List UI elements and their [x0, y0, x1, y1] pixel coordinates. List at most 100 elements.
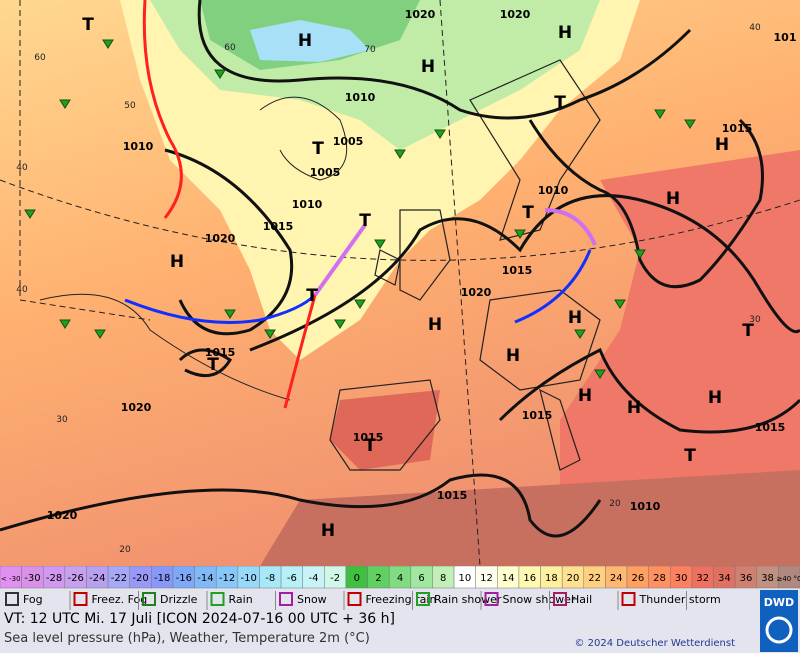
isobar — [498, 347, 800, 434]
pressure-center: T — [207, 355, 219, 375]
pressure-center: H — [708, 388, 722, 408]
weather-symbol — [347, 592, 362, 606]
isobar-label: 1010 — [123, 140, 154, 153]
scale-label: 32 — [696, 573, 709, 584]
graticule-label: 20 — [609, 499, 621, 509]
graticule-label: 60 — [224, 43, 236, 53]
occluded-front — [544, 208, 597, 246]
isobar-label: 101 — [774, 31, 797, 44]
weather-map: 1020 102010101005100510101015102010101015… — [0, 0, 800, 566]
pressure-center: T — [554, 93, 566, 113]
pressure-center: H — [421, 57, 435, 77]
weather-symbol — [416, 592, 430, 606]
scale-label: -22 — [111, 573, 127, 584]
rain-shower-symbol — [434, 129, 446, 139]
isobar-label: 1015 — [263, 220, 294, 233]
isobar-label: 1015 — [437, 489, 468, 502]
scale-label: -14 — [197, 573, 213, 584]
scale-label: 20 — [567, 573, 580, 584]
scale-label: -6 — [287, 573, 297, 584]
weather-symbol — [621, 592, 636, 606]
pressure-center: T — [359, 211, 371, 231]
scale-label: 8 — [440, 573, 446, 584]
scale-label: 12 — [480, 573, 493, 584]
weather-symbol — [553, 592, 567, 606]
scale-label: 30 — [675, 573, 688, 584]
weather-label: Fog — [23, 593, 43, 606]
isobar-label: 1005 — [310, 166, 341, 179]
graticule-label: 60 — [34, 53, 46, 63]
scale-label: 24 — [610, 573, 623, 584]
isobar-label: 1015 — [353, 431, 384, 444]
graticule-label: 40 — [16, 285, 28, 295]
rain-shower-symbol — [594, 369, 606, 379]
isobar-thin — [259, 96, 348, 181]
isobar-label: 1020 — [461, 286, 492, 299]
coastline — [329, 59, 601, 471]
occluded-front — [313, 223, 367, 297]
cold-front — [124, 293, 317, 324]
scale-label: 36 — [740, 573, 753, 584]
isobar-label: 1010 — [292, 198, 323, 211]
isobar — [197, 0, 692, 120]
isobar-label: 1015 — [522, 409, 553, 422]
scale-label: 4 — [397, 573, 403, 584]
isobar-label: 1020 — [47, 509, 78, 522]
graticule — [19, 0, 151, 321]
weather-symbol — [484, 592, 499, 606]
isobar-label: 1020 — [205, 232, 236, 245]
pressure-center: T — [312, 139, 324, 159]
scale-label: 2 — [375, 573, 381, 584]
pressure-center: T — [82, 15, 94, 35]
isobar — [0, 473, 602, 538]
rain-shower-symbol — [59, 99, 71, 109]
graticule-label: 30 — [749, 315, 761, 325]
legend: < -30 -30 -28 -26 -24 -22 -20 -18 -16 -14 -12 -10 -8… — [0, 566, 800, 652]
pressure-center: T — [522, 203, 534, 223]
isobar-label: 1015 — [205, 346, 236, 359]
rain-shower-symbol — [394, 149, 406, 159]
scale-label: 6 — [418, 573, 424, 584]
scale-label: 22 — [588, 573, 601, 584]
graticule-label: 30 — [56, 415, 68, 425]
rain-shower-symbol — [374, 239, 386, 249]
pressure-center: H — [428, 315, 442, 335]
weather-label: Snow — [297, 593, 327, 606]
scale-label: -18 — [154, 573, 170, 584]
rain-shower-symbol — [574, 329, 586, 339]
hot-zone — [560, 150, 800, 566]
scale-label: -8 — [265, 573, 275, 584]
scale-label: 16 — [523, 573, 536, 584]
scale-label: 18 — [545, 573, 558, 584]
isobar-label: 1020 — [500, 8, 531, 21]
scale-label: -4 — [309, 573, 319, 584]
pressure-center: H — [558, 23, 572, 43]
pressure-center: T — [684, 446, 696, 466]
pressure-center: H — [298, 31, 312, 51]
graticule — [439, 0, 481, 566]
isobar-label: 1010 — [345, 91, 376, 104]
rain-shower-symbol — [334, 319, 346, 329]
cold-front — [514, 249, 592, 324]
graticule — [0, 179, 800, 261]
scale-label: 14 — [502, 573, 515, 584]
weather-symbol — [142, 592, 156, 606]
pressure-center: T — [306, 286, 318, 306]
very-cold-zone — [250, 20, 370, 62]
warm-front — [283, 294, 317, 409]
scale-label: 0 — [354, 573, 360, 584]
scale-label: 34 — [718, 573, 731, 584]
rain-shower-symbol — [94, 329, 106, 339]
isobar — [164, 148, 294, 336]
weather-label: Drizzle — [160, 593, 198, 606]
graticule-label: 70 — [364, 45, 376, 55]
isobar-label: 1015 — [502, 264, 533, 277]
logo: DWD — [764, 596, 794, 609]
weather-symbol — [5, 592, 19, 606]
iberia-heat — [330, 390, 440, 470]
scale-label: -24 — [89, 573, 105, 584]
weather-symbol — [73, 592, 88, 606]
warm-front — [142, 0, 183, 219]
scale-label: -2 — [330, 573, 340, 584]
